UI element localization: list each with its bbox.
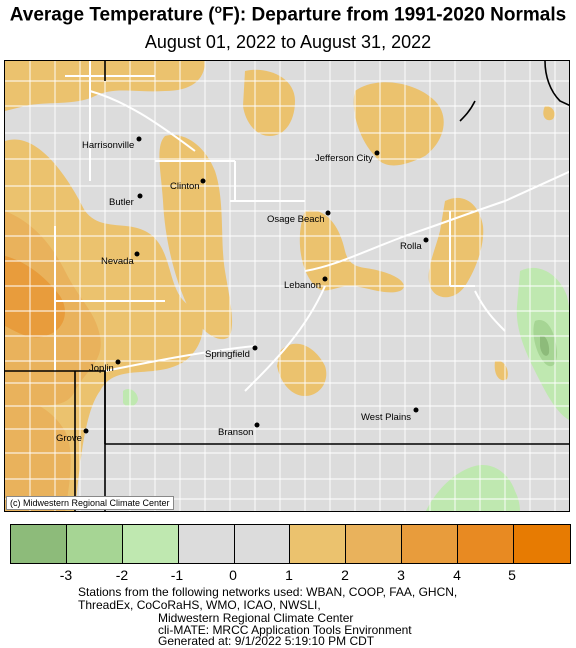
- major-roads: [54, 61, 569, 392]
- footnote-networks-1: Stations from the following networks use…: [78, 585, 458, 599]
- rolla-dot: [423, 237, 429, 243]
- legend-swatch-7: [346, 525, 403, 563]
- legend-tick: 1: [285, 567, 293, 583]
- warm-hotspot-west: [5, 256, 65, 338]
- grove-dot: [83, 428, 89, 434]
- city-label-lebanon: Lebanon: [284, 280, 321, 291]
- copyright-notice: (c) Midwestern Regional Climate Center: [6, 496, 174, 510]
- legend-swatch-10: [514, 525, 570, 563]
- legend-tick: -1: [170, 567, 184, 583]
- joplin-dot: [115, 359, 121, 365]
- legend-swatch-3: [122, 525, 179, 563]
- legend-swatch-9: [458, 525, 515, 563]
- city-label-butler: Butler: [109, 197, 134, 208]
- color-legend: [10, 524, 571, 564]
- legend-tick: 3: [397, 567, 405, 583]
- city-markers: [83, 136, 429, 434]
- state-boundaries: [5, 61, 569, 511]
- legend-swatch-5: [234, 525, 291, 563]
- city-label-clinton: Clinton: [170, 181, 200, 192]
- clinton-dot: [200, 178, 206, 184]
- legend-swatch-6: [290, 525, 347, 563]
- map-canvas: [5, 61, 569, 511]
- legend-tick: 2: [341, 567, 349, 583]
- warm-region-jefferson: [353, 82, 444, 166]
- legend-tick: 4: [453, 567, 461, 583]
- city-label-jefferson-city: Jefferson City: [315, 153, 373, 164]
- city-label-osage-beach: Osage Beach: [267, 214, 325, 225]
- city-label-west-plains: West Plains: [361, 412, 411, 423]
- legend-ticks: -3 -2 -1 0 1 2 3 4 5: [10, 567, 570, 585]
- jefferson-city-dot: [374, 150, 380, 156]
- footnote-networks-2: ThreadEx, CoCoRaHS, WMO, ICAO, NWSLI,: [78, 598, 321, 612]
- warm-region-northeast: [543, 106, 555, 121]
- osage-beach-dot: [325, 210, 331, 216]
- footnote-climate-tool: cli-MATE: MRCC Application Tools Environ…: [158, 623, 412, 637]
- map-subtitle: August 01, 2022 to August 31, 2022: [144, 32, 432, 52]
- legend-swatch-2: [66, 525, 123, 563]
- west-plains-dot: [413, 407, 419, 413]
- legend-swatch-8: [402, 525, 459, 563]
- springfield-dot: [252, 345, 258, 351]
- city-label-branson: Branson: [218, 427, 254, 438]
- footnote-generated: Generated at: 9/1/2022 5:19:10 PM CDT: [158, 634, 375, 648]
- city-label-nevada: Nevada: [101, 256, 134, 267]
- legend-tick: -2: [115, 567, 129, 583]
- legend-swatch-1: [11, 525, 67, 563]
- cool-region-east-center: [540, 335, 550, 356]
- cool-region-southeast: [426, 465, 520, 511]
- butler-dot: [137, 193, 143, 199]
- city-label-grove: Grove: [56, 433, 82, 444]
- legend-tick: 5: [508, 567, 516, 583]
- cool-region-joplin: [123, 388, 138, 407]
- harrisonville-dot: [136, 136, 142, 142]
- lebanon-dot: [322, 276, 328, 282]
- legend-tick: 0: [229, 567, 237, 583]
- county-lines: [5, 61, 569, 511]
- city-label-joplin: Joplin: [89, 363, 114, 374]
- legend-swatch-4: [178, 525, 235, 563]
- temperature-departure-map: Harrisonville Jefferson City Clinton But…: [4, 60, 570, 512]
- warm-region-north-center: [243, 69, 295, 136]
- city-label-springfield: Springfield: [205, 349, 250, 360]
- legend-tick: -3: [59, 567, 73, 583]
- city-label-harrisonville: Harrisonville: [82, 140, 135, 151]
- warm-region-southwest: [5, 399, 71, 511]
- warm-region-osage: [299, 210, 404, 293]
- footnote-center: Midwestern Regional Climate Center: [158, 611, 354, 625]
- city-label-rolla: Rolla: [400, 241, 422, 252]
- map-title: Average Temperature (oF): Departure from…: [9, 2, 567, 26]
- branson-dot: [254, 422, 260, 428]
- nevada-dot: [134, 251, 140, 257]
